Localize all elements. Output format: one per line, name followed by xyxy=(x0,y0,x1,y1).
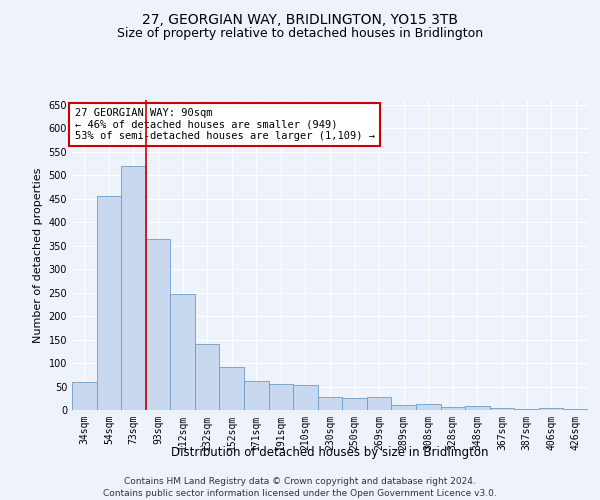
Bar xyxy=(440,407,465,410)
Bar xyxy=(170,294,195,410)
Bar xyxy=(244,381,269,410)
Text: Size of property relative to detached houses in Bridlington: Size of property relative to detached ho… xyxy=(117,28,483,40)
Bar xyxy=(146,238,170,410)
Text: 27 GEORGIAN WAY: 90sqm
← 46% of detached houses are smaller (949)
53% of semi-de: 27 GEORGIAN WAY: 90sqm ← 46% of detached… xyxy=(74,108,374,141)
Text: Contains public sector information licensed under the Open Government Licence v3: Contains public sector information licen… xyxy=(103,488,497,498)
Bar xyxy=(269,384,293,410)
Bar xyxy=(293,385,318,410)
Bar xyxy=(490,408,514,410)
Y-axis label: Number of detached properties: Number of detached properties xyxy=(33,168,43,342)
Bar xyxy=(367,398,391,410)
Bar xyxy=(195,344,220,410)
Bar xyxy=(318,398,342,410)
Text: Distribution of detached houses by size in Bridlington: Distribution of detached houses by size … xyxy=(171,446,489,459)
Text: 27, GEORGIAN WAY, BRIDLINGTON, YO15 3TB: 27, GEORGIAN WAY, BRIDLINGTON, YO15 3TB xyxy=(142,12,458,26)
Bar xyxy=(342,398,367,410)
Bar xyxy=(514,408,539,410)
Bar xyxy=(97,196,121,410)
Bar xyxy=(72,382,97,410)
Bar xyxy=(121,166,146,410)
Bar xyxy=(539,408,563,410)
Text: Contains HM Land Registry data © Crown copyright and database right 2024.: Contains HM Land Registry data © Crown c… xyxy=(124,477,476,486)
Bar xyxy=(465,406,490,410)
Bar xyxy=(391,405,416,410)
Bar xyxy=(563,408,588,410)
Bar xyxy=(416,404,440,410)
Bar xyxy=(220,367,244,410)
